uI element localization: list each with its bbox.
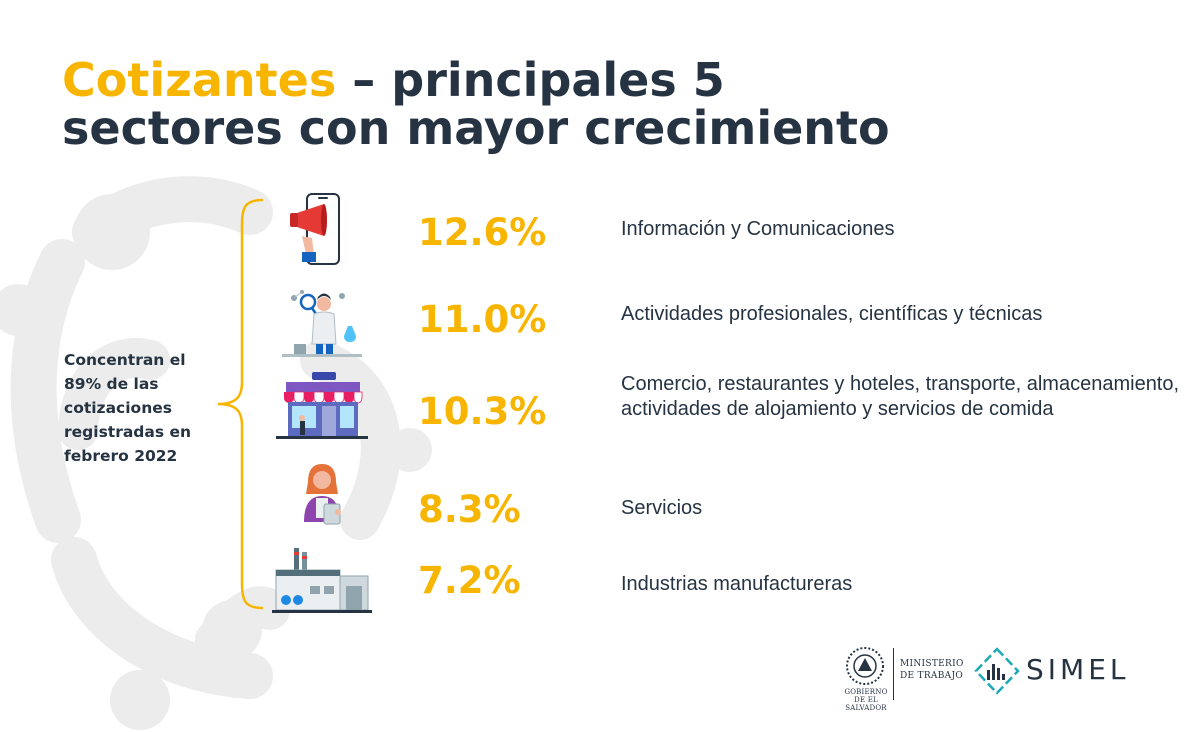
- sector-label: Servicios: [621, 497, 703, 519]
- government-seal-icon: [846, 647, 884, 685]
- sector-percentage: 11.0%: [418, 298, 547, 341]
- storefront-icon: [276, 372, 368, 439]
- sector-percentage: 7.2%: [418, 559, 521, 602]
- footer-divider: [893, 648, 894, 700]
- phone-megaphone-icon: [290, 193, 340, 265]
- sector-percentage: 12.6%: [418, 211, 547, 254]
- sector-row: 7.2% Industrias manufactureras: [0, 540, 1200, 620]
- sector-row: 10.3% Comercio, restaurantes y hoteles, …: [0, 366, 1200, 446]
- government-name: GOBIERNO DE EL SALVADOR: [844, 688, 888, 712]
- page-title-line-1: Cotizantes – principales 5: [62, 52, 725, 108]
- title-rest: – principales 5: [336, 53, 725, 107]
- sector-row: 12.6% Información y Comunicaciones: [0, 192, 1200, 272]
- scientist-icon: [282, 290, 362, 357]
- simel-brand-name: SIMEL: [1026, 653, 1130, 686]
- page-title-line-2: sectores con mayor crecimiento: [62, 101, 890, 155]
- summary-text: Concentran el 89% de las cotizaciones re…: [64, 351, 192, 465]
- title-accent: Cotizantes: [62, 53, 337, 107]
- factory-icon: [272, 548, 372, 613]
- sector-percentage: 8.3%: [418, 488, 521, 531]
- sector-row: 11.0% Actividades profesionales, científ…: [0, 282, 1200, 362]
- sector-percentage: 10.3%: [418, 390, 547, 433]
- sector-row: 8.3% Servicios: [0, 460, 1200, 540]
- sector-label: Información y Comunicaciones: [621, 218, 895, 240]
- footer-logos: GOBIERNO DE EL SALVADOR MINISTERIO DE TR…: [0, 640, 1200, 720]
- sector-label: Industrias manufactureras: [621, 573, 853, 595]
- simel-logo-icon: [974, 647, 1020, 695]
- curly-brace: [217, 198, 264, 610]
- ministry-name: MINISTERIO DE TRABAJO: [900, 659, 964, 681]
- sector-label: Comercio, restaurantes y hoteles, transp…: [621, 373, 1180, 420]
- service-worker-icon: [304, 464, 341, 525]
- sector-label: Actividades profesionales, científicas y…: [621, 303, 1043, 325]
